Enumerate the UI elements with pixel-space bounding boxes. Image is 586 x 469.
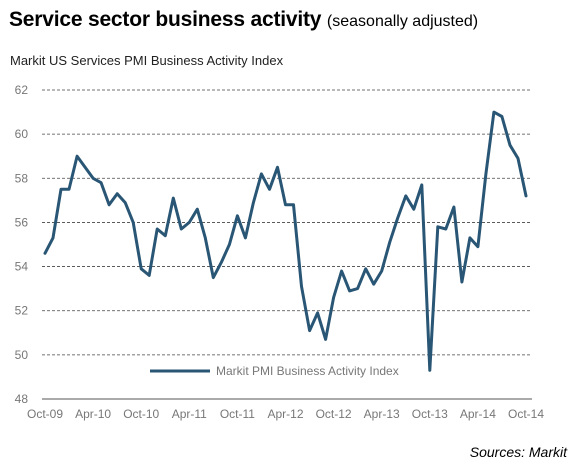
- y-tick-label: 48: [15, 392, 29, 406]
- y-tick-label: 60: [15, 127, 29, 141]
- data-point: [284, 203, 287, 206]
- data-point: [188, 221, 191, 224]
- data-point: [356, 287, 359, 290]
- data-point: [412, 208, 415, 211]
- x-tick-label: Oct-12: [316, 407, 352, 421]
- data-point: [476, 245, 479, 248]
- data-point: [396, 217, 399, 220]
- data-point: [468, 236, 471, 239]
- data-point: [525, 194, 528, 197]
- data-point: [484, 172, 487, 175]
- data-point: [236, 214, 239, 217]
- data-point: [452, 205, 455, 208]
- title-suffix: (seasonally adjusted): [326, 13, 479, 30]
- data-point: [220, 261, 223, 264]
- y-axis-ticks: 48 50 52 54 56 58 60 62: [15, 83, 29, 406]
- data-point: [364, 267, 367, 270]
- data-point: [340, 269, 343, 272]
- gridlines: [42, 89, 532, 400]
- data-point: [380, 269, 383, 272]
- data-point: [60, 188, 63, 191]
- title-main: Service sector business activity: [9, 8, 322, 31]
- data-point: [316, 311, 319, 314]
- data-point: [308, 329, 311, 332]
- data-point: [292, 203, 295, 206]
- data-point: [52, 236, 55, 239]
- data-point: [276, 166, 279, 169]
- data-point: [420, 183, 423, 186]
- data-point: [172, 197, 175, 200]
- data-point: [204, 236, 207, 239]
- data-point: [132, 221, 135, 224]
- data-point: [460, 281, 463, 284]
- x-tick-label: Oct-10: [123, 407, 159, 421]
- x-tick-label: Oct-09: [27, 407, 63, 421]
- x-tick-label: Apr-12: [267, 407, 303, 421]
- x-tick-label: Oct-13: [412, 407, 448, 421]
- data-point: [180, 228, 183, 231]
- x-tick-label: Oct-11: [220, 407, 255, 421]
- data-point: [68, 188, 71, 191]
- data-point: [228, 243, 231, 246]
- data-point: [260, 172, 263, 175]
- x-axis-ticks: Oct-09 Apr-10 Oct-10 Apr-11 Oct-11 Apr-12 Oct-…: [27, 407, 544, 421]
- data-point: [252, 201, 255, 204]
- data-point: [508, 144, 511, 147]
- data-point: [436, 225, 439, 228]
- data-point: [108, 203, 111, 206]
- data-point: [428, 369, 431, 372]
- data-point: [332, 296, 335, 299]
- chart-title: Service sector business activity (season…: [9, 8, 478, 32]
- legend: Markit PMI Business Activity Index: [150, 364, 399, 378]
- data-point: [92, 177, 95, 180]
- data-point: [388, 241, 391, 244]
- series-group: [43, 110, 528, 372]
- series-line: [43, 110, 528, 372]
- data-point: [116, 192, 119, 195]
- y-tick-label: 58: [15, 171, 29, 185]
- data-point: [444, 228, 447, 231]
- data-point: [140, 267, 143, 270]
- data-point: [212, 276, 215, 279]
- data-point: [404, 194, 407, 197]
- data-point: [500, 115, 503, 118]
- data-point: [164, 234, 167, 237]
- data-point: [324, 338, 327, 341]
- source-note: Sources: Markit: [469, 444, 567, 460]
- data-point: [44, 252, 47, 255]
- x-tick-label: Apr-11: [172, 407, 207, 421]
- data-point: [372, 283, 375, 286]
- data-point: [124, 201, 127, 204]
- legend-label: Markit PMI Business Activity Index: [216, 364, 399, 378]
- data-point: [196, 208, 199, 211]
- data-point: [148, 274, 151, 277]
- data-point: [268, 188, 271, 191]
- y-tick-label: 50: [15, 348, 29, 362]
- y-tick-label: 56: [15, 215, 29, 229]
- x-tick-label: Apr-13: [364, 407, 400, 421]
- data-point: [100, 181, 103, 184]
- y-tick-label: 62: [15, 83, 29, 97]
- data-point: [244, 236, 247, 239]
- x-tick-label: Apr-14: [460, 407, 496, 421]
- data-point: [516, 157, 519, 160]
- data-point: [84, 166, 87, 169]
- data-point: [156, 228, 159, 231]
- x-tick-label: Oct-14: [508, 407, 544, 421]
- data-point: [348, 289, 351, 292]
- chart-subtitle: Markit US Services PMI Business Activity…: [10, 53, 284, 68]
- data-point: [300, 285, 303, 288]
- y-tick-label: 54: [15, 260, 29, 274]
- x-tick-label: Apr-10: [75, 407, 111, 421]
- y-tick-label: 52: [15, 304, 29, 318]
- data-point: [76, 155, 79, 158]
- data-point: [492, 111, 495, 114]
